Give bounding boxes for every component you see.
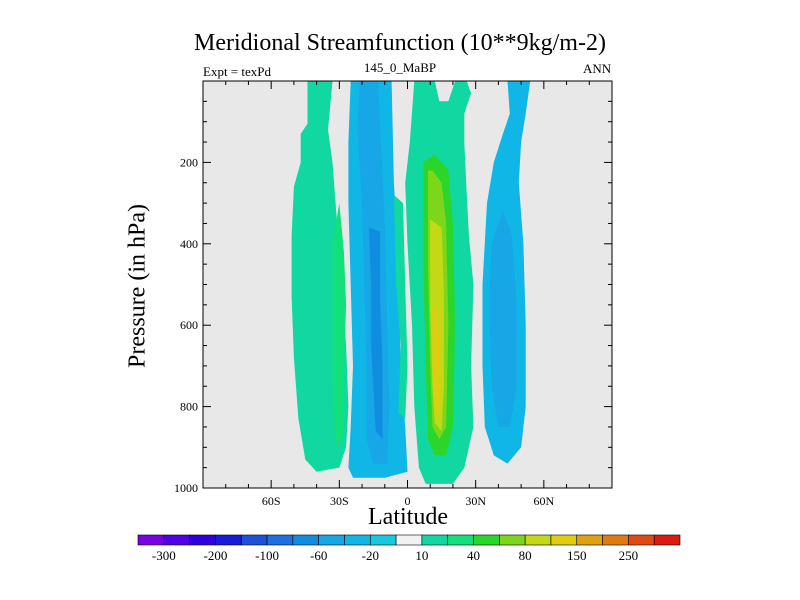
y-tick-label: 400 [180, 237, 198, 251]
y-tick-label: 200 [180, 155, 198, 169]
x-tick-label: 0 [405, 494, 411, 508]
x-tick-label: 60N [533, 494, 554, 508]
colorbar-box [318, 534, 345, 546]
y-tick-label: 1000 [174, 481, 198, 495]
colorbar-box [602, 534, 629, 546]
colorbar-label: -20 [362, 548, 379, 563]
colorbar-label: -60 [310, 548, 327, 563]
contour-region-5 [393, 195, 408, 419]
colorbar-box [266, 534, 294, 546]
y-tick-label: 600 [180, 318, 198, 332]
contour-region-13 [489, 211, 517, 427]
colorbar-box [576, 534, 603, 546]
colorbar-box [137, 534, 165, 546]
colorbar-box [421, 534, 449, 546]
colorbar-box [189, 534, 216, 546]
contour-region-1 [332, 203, 347, 448]
contour-region-4 [368, 227, 383, 440]
colorbar-label: 150 [567, 548, 587, 563]
colorbar-label: -300 [152, 548, 176, 563]
contour-regions [291, 81, 531, 484]
colorbar-box [292, 534, 319, 546]
axes: 60S 30S 0 30N 60N 200 400 600 800 1000 [174, 81, 613, 508]
x-tick-label: 60S [262, 494, 281, 508]
plot-background [203, 81, 612, 488]
colorbar-box [499, 534, 526, 546]
colorbar-label: 40 [467, 548, 480, 563]
colorbar-box [163, 534, 190, 546]
colorbar-box [550, 534, 578, 546]
x-tick-label: 30N [465, 494, 486, 508]
colorbar-label: 250 [619, 548, 639, 563]
colorbar-box [473, 534, 500, 546]
colorbar: -300 -200 -100 -60 -20 10 40 80 150 250 [137, 534, 681, 563]
subtitle: 145_0_MaBP [363, 60, 437, 75]
x-tick-label: 30S [330, 494, 349, 508]
season-label: ANN [583, 61, 612, 76]
colorbar-box [628, 534, 655, 546]
colorbar-box [344, 534, 371, 546]
colorbar-label: 80 [519, 548, 532, 563]
x-axis-label: Latitude [368, 504, 448, 530]
colorbar-box [369, 534, 397, 546]
y-tick-label: 800 [180, 400, 198, 414]
colorbar-box [653, 534, 681, 546]
colorbar-label: 10 [415, 548, 428, 563]
colorbar-box [215, 534, 242, 546]
experiment-label: Expt = texPd [203, 64, 271, 79]
colorbar-label: -100 [255, 548, 279, 563]
colorbar-box [524, 534, 552, 546]
chart-title: Meridional Streamfunction (10**9kg/m-2) [194, 30, 606, 56]
colorbar-box [240, 534, 268, 546]
colorbar-label: -200 [204, 548, 228, 563]
contour-region-11 [432, 308, 440, 419]
colorbar-box [447, 534, 474, 546]
colorbar-box [395, 534, 423, 546]
